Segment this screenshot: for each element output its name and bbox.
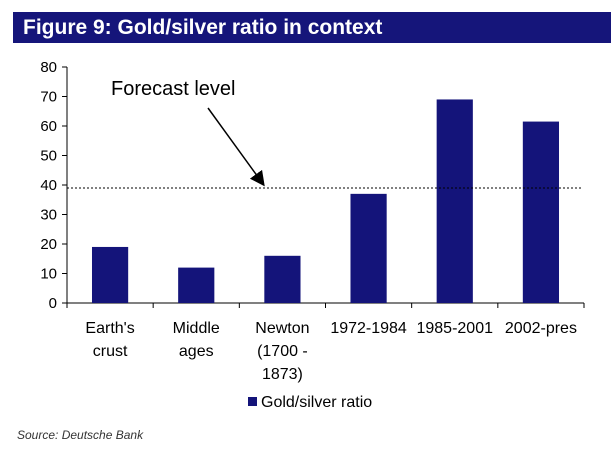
bars <box>91 99 560 303</box>
y-axis: 0 10 20 30 40 50 60 70 80 <box>40 59 68 312</box>
forecast-annotation-arrow <box>207 107 265 187</box>
y-tick-label: 70 <box>40 89 57 106</box>
legend: Gold/silver ratio <box>248 394 372 411</box>
y-tick-label: 80 <box>40 59 57 76</box>
y-tick-label: 30 <box>40 207 57 224</box>
forecast-annotation-label: Forecast level <box>111 78 236 100</box>
y-tick-label: 60 <box>40 118 57 135</box>
x-category-label: 2002-pres <box>505 320 577 337</box>
bar <box>264 255 301 303</box>
x-category-label: Earth's crust <box>85 320 134 360</box>
legend-label: Gold/silver ratio <box>261 394 372 411</box>
y-tick-label: 50 <box>40 148 57 165</box>
bar <box>178 267 215 303</box>
bar <box>350 193 387 303</box>
x-category-label: Middle ages <box>173 320 220 360</box>
legend-swatch <box>248 397 257 406</box>
x-category-label: 1985-2001 <box>416 320 493 337</box>
y-tick-label: 40 <box>40 177 57 194</box>
y-tick-label: 10 <box>40 266 57 283</box>
x-axis: Earth's crust Middle ages Newton (1700 -1873)… <box>66 302 585 383</box>
annotation-group: Forecast level <box>111 78 265 187</box>
source-note: Source: Deutsche Bank <box>17 428 144 442</box>
y-tick-label: 0 <box>49 295 57 312</box>
bar <box>91 246 129 303</box>
bar <box>522 121 560 303</box>
figure-title: Figure 9: Gold/silver ratio in context <box>23 16 383 39</box>
y-tick-label: 20 <box>40 236 57 253</box>
figure-header: Figure 9: Gold/silver ratio in context <box>13 12 611 43</box>
bar <box>436 99 473 303</box>
x-category-label: 1972-1984 <box>330 320 407 337</box>
x-category-label: Newton (1700 -1873) <box>255 320 309 383</box>
